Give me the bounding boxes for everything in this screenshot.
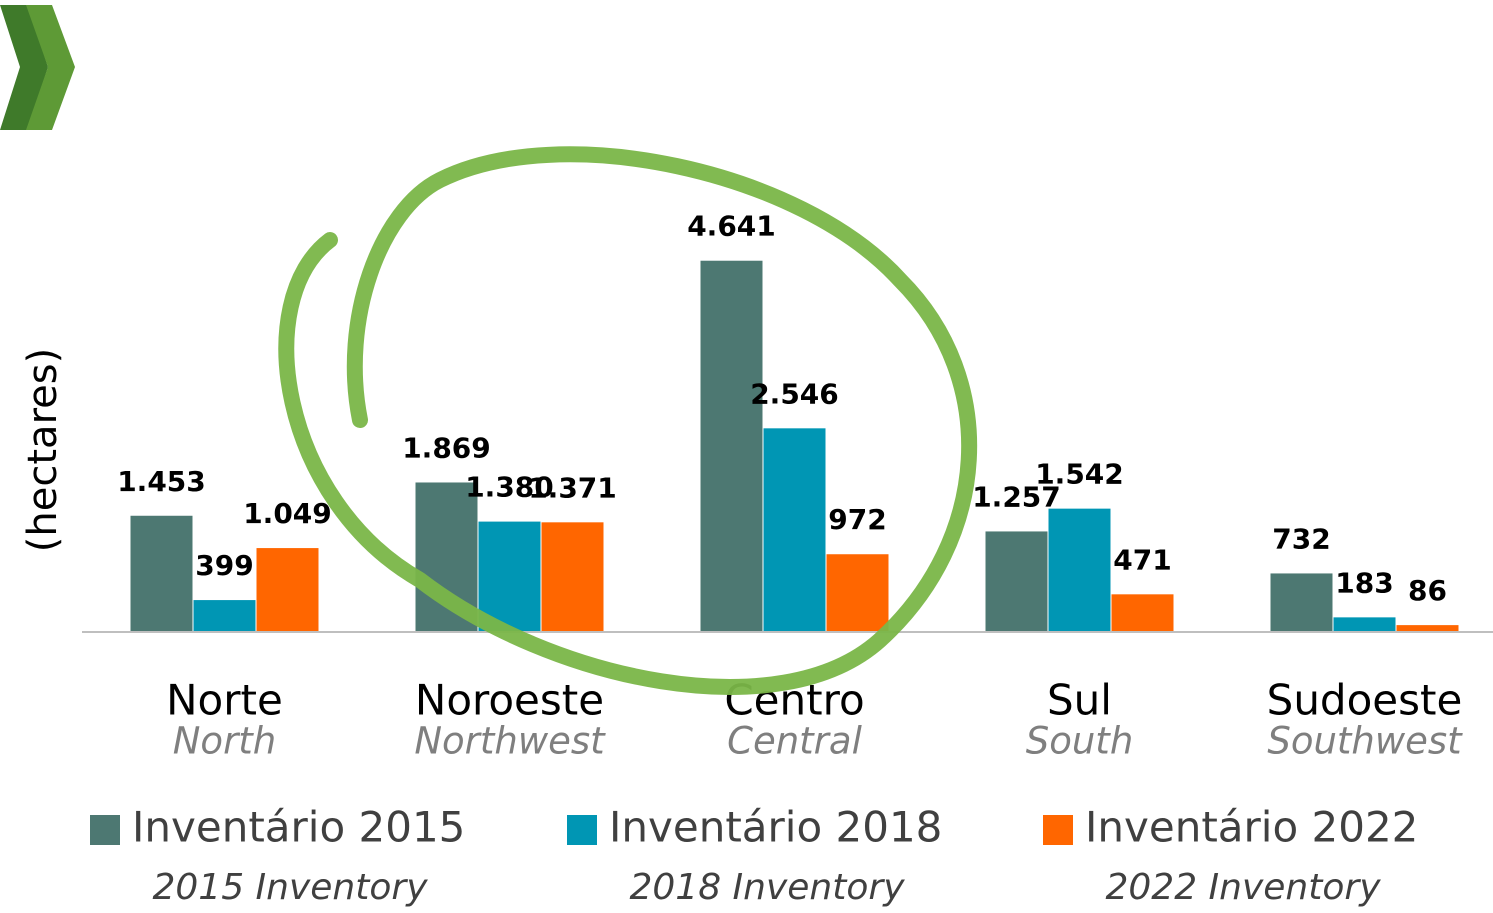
page: Chart html, body { margin: 0; padding: 0… (0, 0, 1493, 913)
bar (986, 531, 1048, 632)
value-label: 1.049 (243, 497, 332, 530)
legend-swatch (90, 815, 120, 845)
bar (764, 428, 826, 632)
legend-label: Inventário 2018 (609, 803, 942, 852)
legend-translation: 2022 Inventory (1105, 867, 1381, 908)
value-label: 471 (1113, 543, 1171, 576)
value-label: 1.453 (117, 465, 206, 498)
page-body: {"chart_data": { "type": "bar", "y_label… (0, 0, 1493, 913)
legend-label: Inventário 2022 (1085, 803, 1418, 852)
legend-label: Inventário 2015 (132, 803, 465, 852)
legend: Inventário 2015 2015 Inventory Inventário … (90, 803, 1418, 909)
value-label: 183 (1335, 566, 1393, 599)
bar (1271, 573, 1333, 632)
legend-translation: 2018 Inventory (629, 867, 905, 908)
value-label: 732 (1272, 522, 1330, 555)
x-tick-translation: Northwest (414, 720, 606, 763)
x-tick-label: Sudoeste (1267, 676, 1463, 725)
x-tick-label: Norte (166, 676, 283, 725)
chart: (hectares) 1.453 399 1.049 NorteNorth 1.869 1… (0, 0, 1493, 913)
bar (542, 522, 604, 632)
value-label: 1.371 (528, 471, 617, 504)
x-tick-label: Noroeste (415, 676, 604, 725)
bar (1334, 617, 1396, 632)
logo-chevrons (0, 5, 75, 130)
value-label: 2.546 (750, 377, 839, 410)
bar (194, 600, 256, 632)
value-label: 1.869 (402, 431, 491, 464)
bar (1397, 625, 1459, 632)
x-tick-translation: Central (727, 720, 862, 763)
legend-swatch (1043, 815, 1073, 845)
value-label: 4.641 (687, 210, 776, 243)
bar (701, 261, 763, 632)
bar (827, 554, 889, 632)
value-label: 86 (1408, 574, 1447, 607)
legend-translation: 2015 Inventory (152, 867, 428, 908)
bar (131, 516, 193, 632)
legend-swatch (567, 815, 597, 845)
x-tick-translation: Southwest (1267, 720, 1463, 763)
x-tick-translation: North (173, 720, 276, 763)
bar (257, 548, 319, 632)
x-tick-translation: South (1026, 720, 1134, 763)
y-axis-label: (hectares) (20, 348, 66, 552)
value-label: 972 (828, 503, 886, 536)
bar (1049, 509, 1111, 632)
value-label: 1.542 (1035, 458, 1124, 491)
x-tick-label: Sul (1047, 676, 1112, 725)
bar (1112, 594, 1174, 632)
value-label: 399 (195, 549, 253, 582)
